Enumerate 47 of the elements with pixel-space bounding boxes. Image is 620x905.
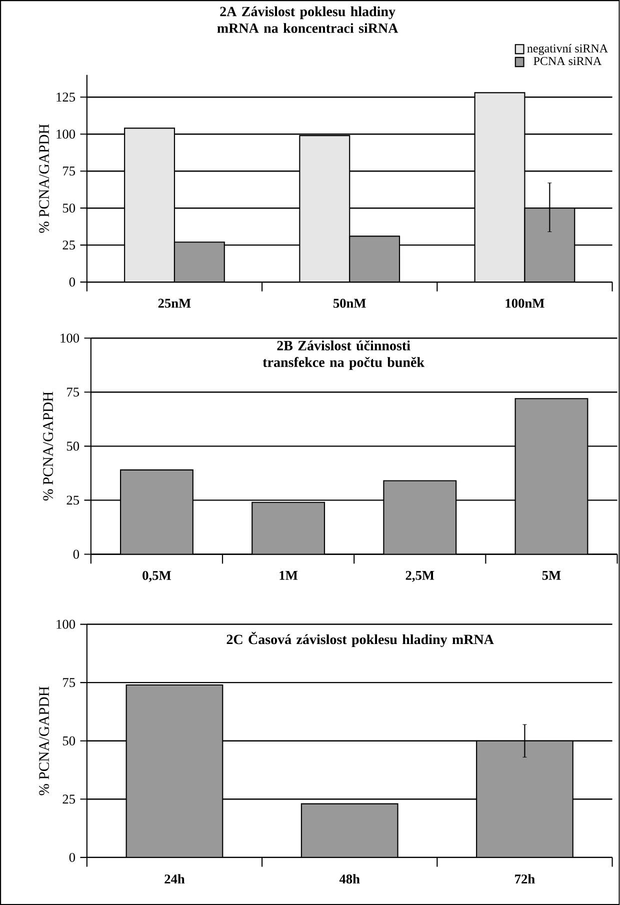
x-tick-label: 5M [542, 570, 561, 580]
bar [514, 398, 588, 554]
y-tick-label: 75 [63, 678, 76, 688]
y-tick-label: 125 [56, 92, 76, 102]
bar [120, 470, 193, 554]
bar [302, 804, 398, 858]
y-tick-label: 100 [60, 334, 80, 343]
y-axis-title: % PCNA/GAPDH [39, 124, 50, 233]
y-tick-label: 75 [67, 388, 80, 397]
y-tick-label: 100 [56, 130, 76, 139]
y-tick-label: 50 [63, 736, 76, 746]
y-tick-label: 50 [63, 204, 76, 213]
x-tick-label: 25nM [158, 298, 191, 308]
bar [476, 740, 574, 858]
bar [474, 92, 526, 282]
y-tick-label: 50 [67, 442, 80, 451]
y-tick-label: 0 [69, 852, 76, 862]
y-axis-title: % PCNA/GAPDH [43, 392, 54, 501]
bar [524, 208, 576, 282]
y-tick-label: 100 [56, 620, 76, 629]
y-axis-title: % PCNA/GAPDH [39, 686, 50, 796]
chart-title: 2A Závislost poklesu hladiny mRNA na koncentraci siRNA [217, 6, 398, 33]
x-tick-label: 0,5M [142, 570, 172, 582]
x-tick-label: 72h [515, 874, 535, 884]
text: 2B Závislost účinnosti transfekce na počtu buněk [262, 340, 425, 370]
x-tick-label: 2,5M [406, 570, 434, 582]
bar [126, 684, 223, 858]
y-tick-label: 25 [66, 496, 80, 505]
legend-label: PCNA siRNA [534, 57, 602, 66]
x-tick-label: 1M [280, 570, 298, 580]
x-tick-label: 50nM [334, 298, 366, 308]
x-tick-label: 100nM [506, 298, 544, 308]
bar [174, 242, 224, 282]
y-tick-label: 0 [69, 278, 76, 287]
text: 2C Časová závislost poklesu hladiny mRNA [226, 632, 494, 648]
y-tick-label: 25 [62, 240, 76, 250]
legend-label: negativní siRNA [527, 44, 608, 55]
y-tick-label: 0 [73, 550, 80, 559]
bar [300, 136, 350, 282]
bar [124, 128, 175, 282]
bar [350, 236, 400, 282]
bar [384, 480, 456, 554]
y-tick-label: 25 [62, 794, 76, 804]
x-tick-label: 48h [340, 874, 360, 884]
bar [252, 502, 325, 554]
y-tick-label: 75 [63, 166, 76, 176]
x-tick-label: 24h [164, 874, 185, 884]
